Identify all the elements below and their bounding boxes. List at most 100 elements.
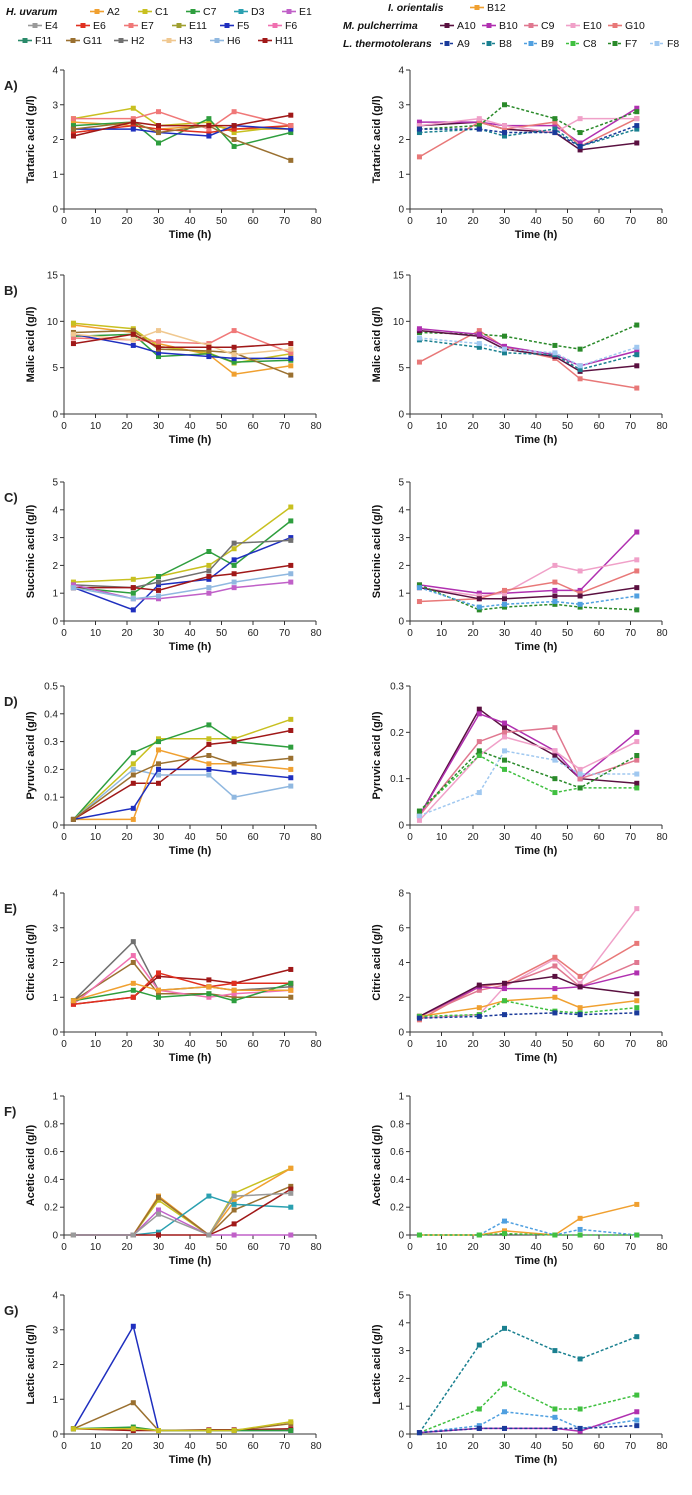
x-tick-label: 60 bbox=[593, 628, 605, 639]
series-h6 bbox=[70, 571, 294, 602]
series-g11 bbox=[70, 960, 294, 1004]
data-point bbox=[416, 1430, 422, 1436]
x-tick-label: 0 bbox=[61, 1039, 67, 1050]
series-line bbox=[73, 110, 291, 130]
series-line bbox=[73, 506, 292, 583]
x-tick-label: 70 bbox=[625, 1242, 637, 1253]
data-point bbox=[231, 980, 237, 986]
data-point bbox=[476, 116, 482, 122]
data-point bbox=[288, 1419, 294, 1425]
legend-item-b8: B8 bbox=[482, 38, 512, 50]
svg-text:E1: E1 bbox=[299, 6, 312, 18]
legend-item-h3: H3 bbox=[162, 35, 193, 47]
y-tick-label: 2 bbox=[52, 135, 58, 146]
chart-d-left: 0 0.1 0.2 0.3 0.4 0.5 0 10 20 30 40 50 60 70 80 Time (h… bbox=[25, 682, 322, 858]
data-point bbox=[156, 1194, 161, 1200]
data-point bbox=[130, 960, 136, 965]
legend-item-b12: B12 bbox=[470, 2, 506, 14]
data-point bbox=[502, 590, 507, 596]
x-tick-label: 50 bbox=[216, 421, 228, 432]
x-tick-label: 40 bbox=[530, 628, 542, 639]
x-tick-label: 20 bbox=[121, 628, 133, 639]
x-tick-label: 70 bbox=[625, 1441, 637, 1452]
series-line bbox=[419, 324, 638, 350]
data-point bbox=[156, 593, 161, 599]
data-point bbox=[156, 766, 161, 772]
x-tick-label: 0 bbox=[61, 628, 67, 639]
data-point bbox=[416, 326, 422, 332]
legend-item-e7: E7 bbox=[124, 20, 154, 32]
panel-label: C) bbox=[4, 490, 18, 505]
data-point bbox=[502, 986, 507, 992]
data-point bbox=[231, 540, 237, 546]
svg-text:E11: E11 bbox=[189, 20, 207, 32]
x-axis-label: Time (h) bbox=[515, 434, 558, 446]
data-point bbox=[577, 785, 583, 791]
data-point bbox=[288, 571, 294, 577]
data-point bbox=[288, 727, 294, 733]
data-point bbox=[206, 991, 212, 997]
x-tick-label: 20 bbox=[467, 421, 479, 432]
data-point bbox=[502, 123, 507, 129]
data-point bbox=[206, 736, 212, 742]
legend-group-title: L. thermotolerans bbox=[343, 38, 432, 50]
svg-text:B12: B12 bbox=[487, 2, 506, 14]
y-tick-label: 3 bbox=[398, 100, 404, 111]
data-point bbox=[552, 119, 558, 125]
data-point bbox=[70, 998, 76, 1004]
series-line bbox=[418, 726, 638, 817]
data-point bbox=[206, 130, 212, 136]
data-point bbox=[231, 371, 237, 377]
data-point bbox=[288, 363, 294, 369]
data-point bbox=[577, 1215, 583, 1221]
x-tick-label: 10 bbox=[90, 1242, 102, 1253]
x-tick-label: 40 bbox=[530, 832, 542, 843]
data-point bbox=[502, 587, 507, 593]
x-tick-label: 10 bbox=[90, 1039, 102, 1050]
series-line bbox=[73, 329, 291, 356]
data-point bbox=[206, 977, 212, 983]
data-point bbox=[552, 1232, 558, 1238]
y-axis-label: Lactic acid (g/l) bbox=[25, 1324, 37, 1404]
y-tick-label: 0 bbox=[398, 1231, 404, 1242]
data-point bbox=[206, 994, 212, 1000]
y-tick-label: 1 bbox=[398, 1092, 404, 1103]
data-point bbox=[416, 119, 422, 125]
data-point bbox=[552, 123, 558, 129]
data-point bbox=[231, 130, 237, 136]
x-tick-label: 30 bbox=[499, 1039, 511, 1050]
y-tick-label: 1 bbox=[52, 1395, 58, 1406]
legend-item-a2: A2 bbox=[90, 6, 120, 18]
y-tick-label: 0 bbox=[52, 1430, 58, 1441]
data-point bbox=[288, 987, 294, 993]
data-point bbox=[502, 133, 507, 139]
data-point bbox=[156, 991, 161, 997]
data-point bbox=[552, 342, 558, 348]
data-point bbox=[231, 344, 237, 350]
legend: H. uvarum A2 C1 C7 D3 E1 E4 E6 E7 E11 F5 F6 F11 G11 H2… bbox=[0, 0, 692, 60]
data-point bbox=[552, 748, 558, 754]
series-a9 bbox=[416, 1010, 640, 1021]
svg-text:B8: B8 bbox=[499, 38, 512, 50]
figure-row-b: B) 0 5 10 15 0 10 20 30 40 50 60 70 80 Time (h) Malic a… bbox=[0, 265, 692, 470]
data-point bbox=[634, 1334, 640, 1340]
data-point bbox=[634, 960, 640, 965]
data-point bbox=[476, 331, 482, 337]
x-tick-label: 50 bbox=[562, 1242, 574, 1253]
x-axis-label: Time (h) bbox=[515, 229, 558, 241]
data-point bbox=[552, 587, 558, 593]
data-point bbox=[156, 1211, 161, 1217]
data-point bbox=[502, 1228, 507, 1234]
data-point bbox=[577, 771, 583, 777]
y-axis-label: Malic acid (g/l) bbox=[371, 306, 383, 382]
series-line bbox=[419, 1411, 637, 1434]
y-tick-label: 2 bbox=[52, 958, 58, 969]
data-point bbox=[416, 808, 422, 814]
series-line bbox=[73, 972, 291, 1005]
data-point bbox=[502, 604, 507, 610]
data-point bbox=[634, 607, 640, 613]
